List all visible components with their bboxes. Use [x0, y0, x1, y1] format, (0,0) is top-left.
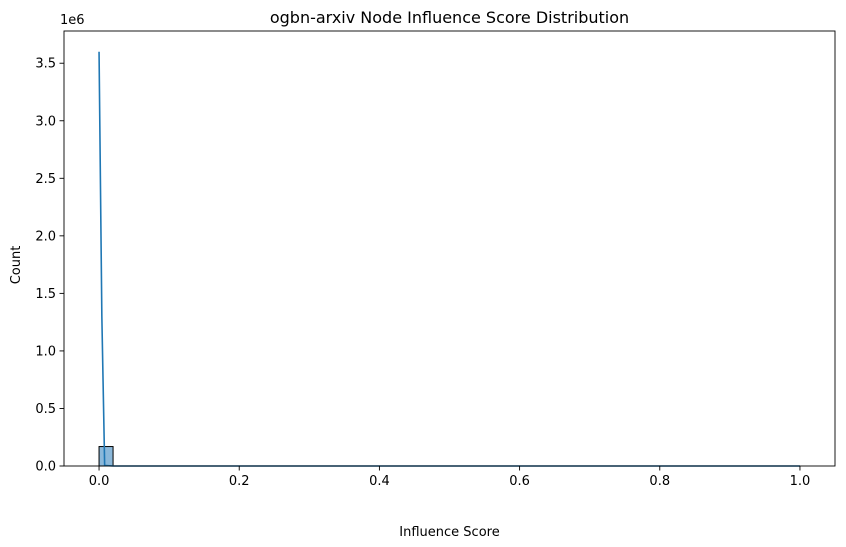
y-axis-label: Count [9, 246, 24, 285]
x-tick-label-4: 0.8 [649, 474, 670, 489]
kde-line [98, 51, 800, 467]
y-tick-label-0: 0.0 [35, 460, 56, 475]
plot-area: 0.0 0.2 0.4 0.6 0.8 1.0 0.0 0.5 1.0 1.5 2.0 2.5 3.0 3… [35, 30, 836, 489]
x-tick-label-3: 0.6 [509, 474, 530, 489]
x-tick-label-2: 0.4 [369, 474, 390, 489]
x-tick-label-0: 0.0 [89, 474, 110, 489]
y-tick-label-2: 1.0 [35, 344, 56, 359]
x-axis-label: Influence Score [399, 525, 499, 540]
x-tick-label-1: 0.2 [229, 474, 250, 489]
y-tick-label-4: 2.0 [35, 229, 56, 244]
y-tick-label-1: 0.5 [35, 402, 56, 417]
chart-title: ogbn-arxiv Node Influence Score Distribu… [270, 8, 629, 27]
y-tick-label-7: 3.5 [35, 57, 56, 72]
y-multiplier-label: 1e6 [60, 13, 85, 28]
y-tick-label-6: 3.0 [35, 114, 56, 129]
y-tick-label-3: 1.5 [35, 287, 56, 302]
histogram-bar-0 [98, 446, 114, 467]
y-tick-label-5: 2.5 [35, 172, 56, 187]
x-tick-label-5: 1.0 [790, 474, 811, 489]
axes-frame [63, 30, 836, 467]
